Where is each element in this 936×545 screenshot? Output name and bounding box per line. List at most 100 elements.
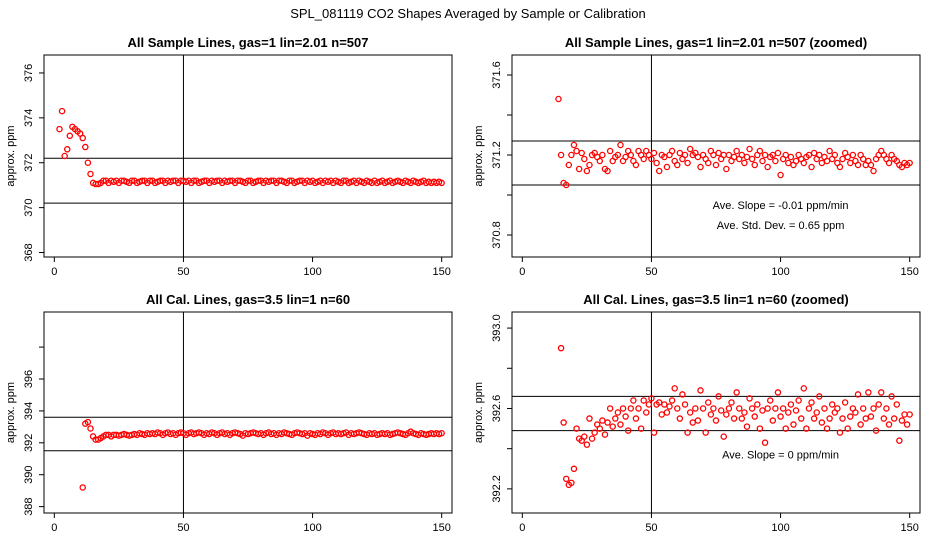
data-point bbox=[684, 159, 691, 167]
data-point bbox=[655, 167, 663, 175]
data-point bbox=[738, 415, 746, 422]
data-point bbox=[782, 151, 789, 159]
data-point bbox=[738, 151, 746, 159]
data-point bbox=[619, 405, 627, 412]
data-point bbox=[903, 421, 911, 428]
data-point bbox=[84, 418, 92, 426]
y-axis-label: approx. ppm bbox=[473, 125, 485, 186]
data-point bbox=[800, 159, 808, 167]
data-point bbox=[632, 161, 640, 169]
data-point bbox=[575, 165, 583, 173]
data-point bbox=[79, 484, 86, 491]
data-point bbox=[557, 344, 565, 352]
data-point bbox=[748, 155, 756, 163]
data-point bbox=[844, 153, 851, 161]
data-point bbox=[596, 425, 604, 432]
data-point bbox=[756, 147, 764, 155]
data-point bbox=[138, 177, 146, 184]
data-point bbox=[870, 167, 877, 175]
data-point bbox=[565, 161, 573, 169]
plot-frame bbox=[511, 54, 921, 258]
chart-title: All Sample Lines, gas=1 lin=2.01 n=507 bbox=[128, 35, 369, 50]
data-point bbox=[586, 415, 593, 422]
data-point bbox=[612, 415, 619, 422]
y-axis-label: approx. ppm bbox=[5, 382, 17, 443]
data-point bbox=[84, 159, 92, 166]
data-point bbox=[663, 409, 671, 416]
data-point bbox=[872, 427, 880, 434]
data-point bbox=[754, 401, 761, 408]
data-point bbox=[79, 134, 86, 142]
data-point bbox=[746, 395, 753, 402]
data-point bbox=[723, 165, 730, 173]
data-point bbox=[340, 177, 347, 184]
chart-title: All Cal. Lines, gas=3.5 lin=1 n=60 bbox=[146, 292, 350, 307]
data-point bbox=[156, 177, 164, 184]
data-point bbox=[875, 401, 882, 408]
data-point bbox=[661, 153, 668, 161]
data-point bbox=[878, 389, 885, 396]
data-point bbox=[568, 151, 575, 159]
data-point bbox=[723, 411, 730, 418]
y-tick-label: 392.2 bbox=[491, 475, 503, 503]
data-point bbox=[743, 423, 751, 430]
data-point bbox=[854, 161, 862, 169]
data-point bbox=[697, 163, 704, 171]
data-point bbox=[748, 405, 756, 412]
x-tick-label: 150 bbox=[900, 522, 918, 534]
data-point bbox=[890, 415, 898, 422]
data-point bbox=[562, 181, 570, 189]
data-point bbox=[787, 401, 795, 408]
data-point bbox=[792, 407, 800, 414]
plot-frame bbox=[43, 311, 453, 514]
data-point bbox=[663, 163, 671, 171]
data-point bbox=[650, 149, 658, 157]
chart-panel-cal-zoomed: All Cal. Lines, gas=3.5 lin=1 n=60 (zoom… bbox=[473, 292, 921, 534]
data-point bbox=[795, 397, 802, 404]
data-point bbox=[438, 179, 445, 187]
data-point bbox=[735, 405, 743, 412]
x-tick-label: 0 bbox=[51, 266, 57, 278]
data-point bbox=[720, 433, 727, 440]
data-point bbox=[87, 425, 94, 432]
y-tick-label: 393.0 bbox=[491, 314, 503, 342]
data-points bbox=[79, 418, 445, 491]
data-point bbox=[779, 405, 787, 412]
data-point bbox=[715, 149, 722, 157]
plot-frame bbox=[511, 311, 921, 514]
data-point bbox=[604, 419, 611, 426]
y-tick-label: 371.6 bbox=[491, 61, 503, 89]
data-point bbox=[686, 409, 694, 416]
data-point bbox=[847, 159, 854, 167]
data-point bbox=[777, 413, 784, 420]
data-point bbox=[606, 405, 614, 412]
data-point bbox=[836, 163, 844, 171]
data-point bbox=[630, 397, 637, 404]
data-point bbox=[785, 409, 792, 416]
y-tick-label: 371.2 bbox=[491, 141, 503, 169]
data-point bbox=[785, 159, 792, 167]
data-point bbox=[635, 405, 642, 412]
data-point bbox=[705, 399, 712, 406]
y-tick-label: 370 bbox=[23, 198, 35, 216]
x-tick-label: 0 bbox=[51, 522, 57, 534]
y-axis-label: approx. ppm bbox=[5, 125, 17, 186]
data-point bbox=[865, 389, 872, 396]
data-point bbox=[200, 177, 208, 184]
data-point bbox=[645, 401, 653, 408]
x-tick-label: 100 bbox=[303, 522, 321, 534]
data-point bbox=[759, 407, 766, 414]
data-point bbox=[761, 151, 769, 159]
data-point bbox=[741, 409, 748, 416]
data-point bbox=[694, 153, 702, 161]
data-point bbox=[896, 437, 903, 444]
chart-panel-sample-zoomed: All Sample Lines, gas=1 lin=2.01 n=507 (… bbox=[473, 35, 921, 278]
data-point bbox=[800, 385, 808, 392]
data-point bbox=[588, 435, 596, 442]
x-tick-label: 50 bbox=[645, 522, 657, 534]
data-point bbox=[883, 405, 890, 412]
data-point bbox=[87, 170, 94, 178]
data-point bbox=[769, 151, 777, 159]
data-point bbox=[676, 149, 684, 157]
data-point bbox=[562, 475, 570, 483]
